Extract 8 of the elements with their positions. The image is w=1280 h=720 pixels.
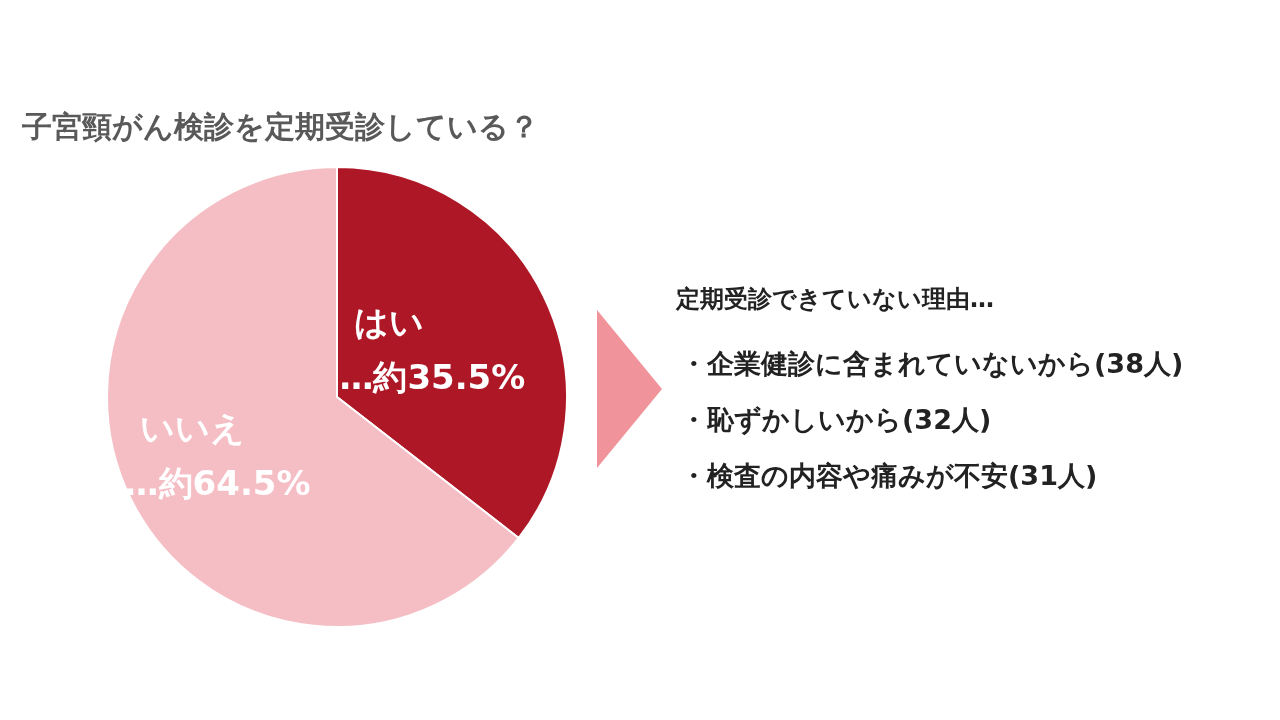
data-label: …約35.5% [339,357,526,398]
text: ・企業健診に含まれていないから(38人) [680,348,1184,379]
text: ・恥ずかしいから(32人) [680,404,992,436]
text: 定期受診できていない理由… [675,285,994,313]
slice-label: はい [354,302,425,343]
chart-title: 子宮頸がん検診を定期受診している？ [21,109,539,144]
text: ・検査の内容や痛みが不安(31人) [680,460,1098,491]
slice-label: いいえ [139,407,245,448]
